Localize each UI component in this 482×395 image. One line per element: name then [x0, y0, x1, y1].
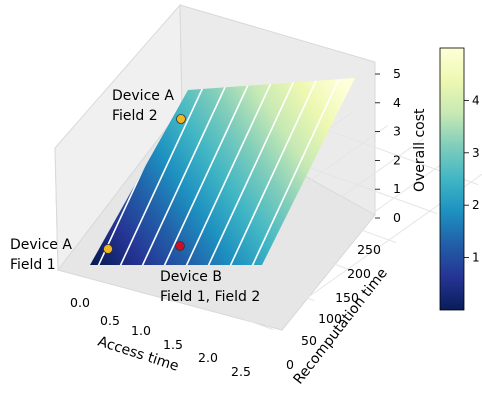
colorbar-tick-label: 4	[472, 93, 480, 107]
contour-line	[181, 78, 278, 265]
x-axis-ticks: 0.0 0.5 1.0 1.5 2.0 2.5	[70, 295, 251, 379]
colorbar-tick-label: 3	[472, 146, 480, 160]
contour-line	[247, 78, 344, 265]
y-tick-label: 200	[347, 266, 371, 281]
annotation-line: Field 1	[10, 257, 56, 273]
gridline	[85, 261, 274, 331]
x-tick-label: 0.5	[100, 313, 120, 328]
y-tick-label: 50	[301, 333, 317, 348]
data-point	[176, 114, 186, 124]
colorbar	[439, 47, 465, 311]
x-tick-label: 1.5	[163, 337, 183, 352]
annotation-device-a-field-1: Device A Field 1	[10, 237, 72, 273]
colorbar-tick-label: 2	[472, 198, 480, 212]
annotation-line: Device A	[112, 88, 174, 104]
gridline	[229, 151, 460, 315]
annotation-line: Field 2	[112, 108, 158, 124]
contour-line	[225, 78, 322, 265]
z-tick-label: 4	[393, 95, 401, 110]
z-axis-ticks: 0 1 2 3 4 5	[375, 66, 401, 225]
data-point	[175, 241, 185, 251]
z-axis-label: Overall cost	[412, 108, 428, 192]
y-tick-label: 150	[335, 290, 359, 305]
annotation-line: Device A	[10, 237, 72, 253]
x-tick-label: 0.0	[70, 295, 90, 310]
colorbar-tick-label: 1	[472, 251, 480, 265]
contour-line	[137, 78, 234, 265]
x-tick-label: 2.0	[198, 350, 218, 365]
annotation-line: Device B	[160, 269, 222, 285]
y-tick-label: 250	[357, 242, 381, 257]
x-tick-label: 1.0	[131, 323, 151, 338]
z-tick-label: 0	[393, 210, 401, 225]
annotation-device-a-field-2: Device A Field 2	[112, 88, 174, 124]
annotation-line: Field 1, Field 2	[160, 289, 260, 305]
z-tick-label: 1	[393, 181, 401, 196]
contour-line	[115, 78, 212, 265]
x-tick-label: 2.5	[231, 364, 251, 379]
annotation-device-b: Device B Field 1, Field 2	[160, 269, 260, 305]
gridline	[193, 138, 424, 302]
z-tick-label: 2	[393, 152, 401, 167]
colorbar-ticks: 1 2 3 4	[464, 93, 480, 265]
contour-line	[159, 78, 256, 265]
y-tick-label: 0	[286, 357, 294, 372]
surface	[90, 78, 355, 265]
z-tick-label: 3	[393, 124, 401, 139]
data-point	[103, 244, 113, 254]
y-tick-label: 100	[318, 311, 342, 326]
z-tick-label: 5	[393, 66, 401, 81]
contour-line	[203, 78, 300, 265]
points	[103, 114, 186, 254]
